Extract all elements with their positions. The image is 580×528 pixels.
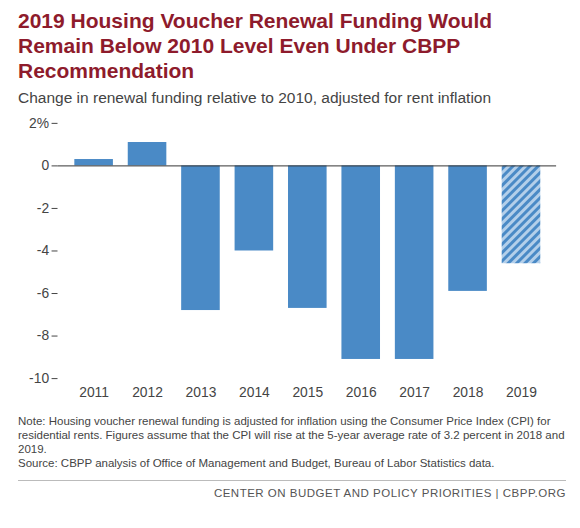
html-text:2019 Housing Voucher Renewal F: 2019 Housing Voucher Renewal Funding Wou… [18,9,493,82]
svg-text:2011: 2011 [79,384,109,400]
svg-text:0: 0 [41,157,49,173]
svg-text:2013: 2013 [186,384,217,400]
svg-text:2019: 2019 [506,384,537,400]
svg-text:-10: -10 [29,370,49,386]
svg-text:2%: 2% [29,115,49,131]
svg-text:-4: -4 [37,242,50,258]
svg-text:2017: 2017 [399,384,430,400]
html-text:CENTER ON BUDGET AND POLICY PR: CENTER ON BUDGET AND POLICY PRIORITIES |… [213,486,566,499]
svg-text:2018: 2018 [453,384,484,400]
svg-text:-6: -6 [37,285,50,301]
svg-text:-2: -2 [37,200,49,216]
html-text:Note: Housing voucher renewal: Note: Housing voucher renewal funding is… [18,414,565,455]
svg-text:2015: 2015 [292,384,323,400]
svg-text:2016: 2016 [346,384,377,400]
svg-text:2014: 2014 [239,384,270,400]
html-text:Source: CBPP analysis of Offic: Source: CBPP analysis of Office of Manag… [18,456,495,469]
svg-text:2012: 2012 [132,384,163,400]
html-text:Change in renewal funding rela: Change in renewal funding relative to 20… [18,89,492,106]
svg-text:-8: -8 [37,327,50,343]
